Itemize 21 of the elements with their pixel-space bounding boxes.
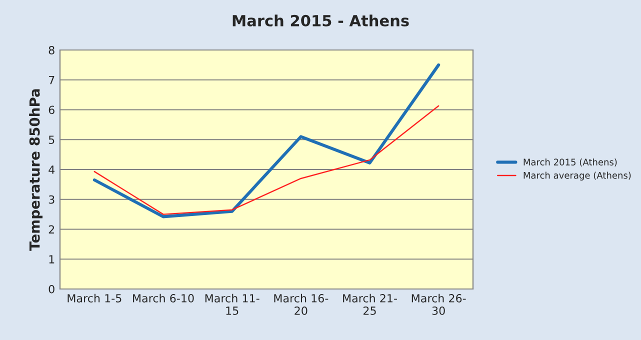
- y-tick-label: 2: [48, 225, 54, 234]
- legend-label: March average (Athens): [524, 172, 631, 180]
- x-tick-label: March 16- 20: [274, 294, 328, 315]
- y-tick-label: 1: [49, 255, 54, 264]
- x-tick-label: March 11- 15: [205, 294, 260, 315]
- x-tick-label: March 26- 30: [412, 294, 466, 315]
- x-tick-label: March 6-10: [133, 294, 194, 302]
- legend-label: March 2015 (Athens): [524, 158, 617, 167]
- x-tick-label: March 21- 25: [343, 294, 397, 315]
- y-tick-label: 3: [48, 195, 54, 204]
- line-series: [92, 63, 440, 218]
- line-series: [94, 105, 440, 215]
- y-tick-label: 0: [48, 284, 54, 294]
- y-tick-label: 5: [48, 136, 54, 144]
- y-tick-label: 4: [48, 166, 55, 174]
- y-tick-label: 7: [48, 76, 54, 84]
- y-tick-label: 8: [48, 46, 54, 54]
- x-tick-label: March 1-5: [68, 294, 122, 302]
- y-tick-label: 6: [48, 106, 54, 114]
- chart-title: March 2015 - Athens: [232, 14, 409, 26]
- y-axis-title: Temperature 850hPa: [29, 89, 43, 251]
